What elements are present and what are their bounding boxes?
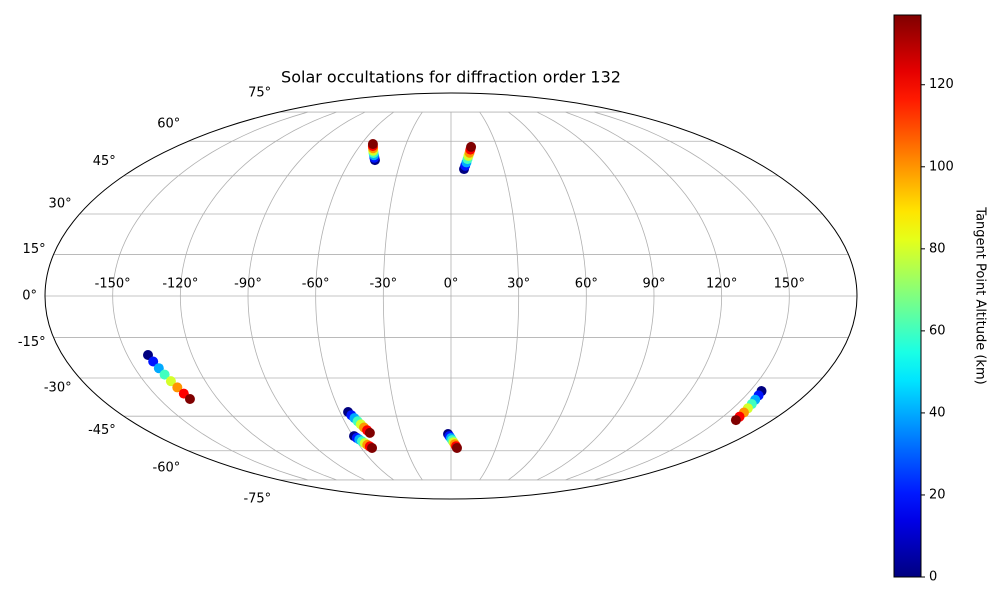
y-tick-label: -60° <box>153 461 181 476</box>
scatter-point <box>165 376 176 387</box>
scatter-point <box>159 369 170 380</box>
y-tick-label: 15° <box>23 242 46 257</box>
x-tick-label: 90° <box>642 277 665 292</box>
meridian-grid-line <box>536 111 655 481</box>
scatter-point <box>730 415 741 426</box>
meridian-grid-line <box>247 111 366 481</box>
colorbar-tick-label: 0 <box>929 570 937 585</box>
y-tick-label: 45° <box>93 154 116 169</box>
scatter-point <box>367 139 378 150</box>
colorbar-tick-label: 60 <box>929 323 946 338</box>
y-tick-label: 0° <box>22 289 37 304</box>
scatter-point <box>148 356 159 367</box>
x-tick-label: -120° <box>162 277 198 292</box>
x-tick-label: 150° <box>774 277 805 292</box>
colorbar-tick-label: 120 <box>929 77 954 92</box>
y-tick-label: 75° <box>248 85 271 100</box>
scatter-point <box>172 382 183 393</box>
x-tick-label: 120° <box>706 277 737 292</box>
x-tick-label: -90° <box>234 277 262 292</box>
y-tick-label: 30° <box>49 196 72 211</box>
scatter-point <box>466 141 477 152</box>
scatter-point <box>451 442 462 453</box>
y-tick-label: -45° <box>88 423 116 438</box>
scatter-point <box>364 427 375 438</box>
meridian-grid-line <box>179 111 337 481</box>
x-tick-label: 0° <box>444 277 459 292</box>
colorbar-tick-label: 20 <box>929 487 946 502</box>
x-tick-label: -150° <box>95 277 131 292</box>
scatter-point <box>367 442 378 453</box>
scatter-point <box>153 363 164 374</box>
meridian-grid-line <box>315 111 394 481</box>
colorbar-label: Tangent Point Altitude (km) <box>973 206 988 384</box>
meridian-grid-line <box>112 111 308 481</box>
chart-title: Solar occultations for diffraction order… <box>281 68 621 87</box>
x-tick-label: -60° <box>302 277 330 292</box>
colorbar <box>893 14 922 578</box>
x-tick-label: 60° <box>575 277 598 292</box>
x-tick-label: -30° <box>369 277 397 292</box>
colorbar-tick-label: 80 <box>929 241 946 256</box>
meridian-grid-line <box>508 111 587 481</box>
meridian-grid-line <box>594 111 790 481</box>
meridian-grid-line <box>565 111 723 481</box>
y-tick-label: -75° <box>243 492 271 507</box>
y-tick-label: -30° <box>44 381 72 396</box>
map-outline <box>44 92 858 500</box>
y-tick-label: 60° <box>157 116 180 131</box>
meridian-grid-line <box>382 111 423 481</box>
scatter-point <box>184 393 195 404</box>
colorbar-tick-label: 100 <box>929 159 954 174</box>
y-tick-label: -15° <box>18 335 46 350</box>
colorbar-tick-label: 40 <box>929 405 946 420</box>
meridian-grid-line <box>479 111 520 481</box>
x-tick-label: 30° <box>507 277 530 292</box>
